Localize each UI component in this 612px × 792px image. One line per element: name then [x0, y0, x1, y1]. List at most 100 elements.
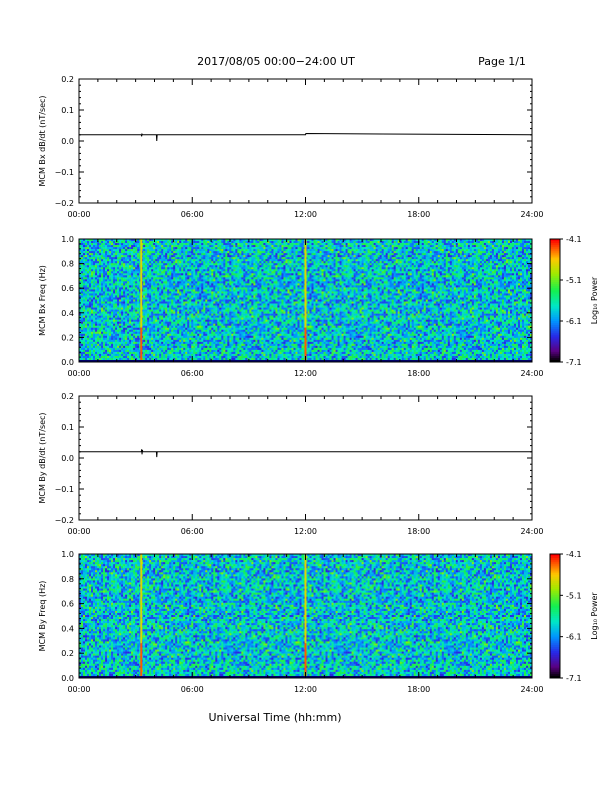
spectrogram-cell: [133, 347, 136, 351]
spectrogram-cell: [231, 297, 234, 300]
spectrogram-cell: [97, 243, 100, 246]
spectrogram-cell: [133, 245, 136, 248]
spectrogram-cell: [229, 287, 232, 290]
spectrogram-cell: [141, 267, 144, 270]
spectrogram-cell: [127, 333, 130, 337]
spectrogram-cell: [149, 331, 152, 335]
spectrogram-cell: [97, 255, 100, 258]
spectrogram-cell: [119, 297, 122, 300]
spectrogram-cell: [87, 243, 90, 246]
spectrogram-cell: [117, 337, 120, 341]
spectrogram-cell: [183, 321, 186, 324]
spectrogram-cell: [111, 273, 114, 276]
spectrogram-cell: [231, 343, 234, 347]
spectrogram-cell: [117, 293, 120, 296]
spectrogram-cell: [141, 313, 144, 316]
spectrogram-cell: [189, 295, 192, 298]
spectrogram-cell: [173, 295, 176, 298]
spectrogram-cell: [221, 287, 224, 290]
spectrogram-cell: [185, 249, 188, 252]
spectrogram-cell: [161, 239, 164, 242]
spectrogram-cell: [139, 241, 142, 244]
spectrogram-cell: [145, 249, 148, 252]
spectrogram-cell: [193, 313, 196, 316]
spectrogram-cell: [155, 303, 158, 306]
spectrogram-cell: [219, 295, 222, 298]
spectrogram-cell: [119, 353, 122, 357]
spectrogram-cell: [89, 345, 92, 349]
spectrogram-cell: [175, 351, 178, 355]
spectrogram-cell: [103, 353, 106, 357]
spectrogram-cell: [161, 325, 164, 329]
spectrogram-cell: [133, 255, 136, 258]
spectrogram-cell: [129, 307, 132, 310]
spectrogram-cell: [227, 293, 230, 296]
spectrogram-cell: [97, 321, 100, 324]
spectrogram-cell: [125, 289, 128, 292]
spectrogram-cell: [159, 323, 162, 327]
spectrogram-cell: [125, 285, 128, 288]
spectrogram-cell: [87, 297, 90, 300]
spectrogram-cell: [157, 311, 160, 314]
spectrogram-cell: [177, 339, 180, 343]
spectrogram-cell: [83, 325, 86, 329]
spectrogram-cell: [169, 353, 172, 357]
spectrogram-cell: [89, 247, 92, 250]
spectrogram-cell: [225, 351, 228, 355]
spectrogram-cell: [129, 331, 132, 335]
spectrogram-cell: [203, 311, 206, 314]
spectrogram-cell: [171, 315, 174, 318]
spectrogram-cell: [215, 247, 218, 250]
spectrogram-cell: [139, 251, 142, 254]
spectrogram-cell: [133, 289, 136, 292]
spectrogram-cell: [207, 253, 210, 256]
spectrogram-cell: [139, 245, 142, 248]
spectrogram-cell: [197, 283, 200, 286]
spectrogram-cell: [119, 291, 122, 294]
spectrogram-cell: [231, 293, 234, 296]
spectrogram-cell: [237, 349, 240, 353]
spectrogram-cell: [177, 319, 180, 322]
spectrogram-cell: [81, 325, 84, 329]
spectrogram-cell: [115, 313, 118, 316]
spectrogram-cell: [181, 315, 184, 318]
spectrogram-cell: [79, 283, 82, 286]
spectrogram-cell: [111, 261, 114, 264]
spectrogram-cell: [189, 331, 192, 335]
spectrogram-cell: [161, 281, 164, 284]
spectrogram-cell: [153, 279, 156, 282]
spectrogram-cell: [145, 267, 148, 270]
spectrogram-cell: [133, 259, 136, 262]
spectrogram-cell: [159, 327, 162, 331]
spectrogram-cell: [139, 273, 142, 276]
spectrogram-cell: [189, 277, 192, 280]
spectrogram-cell: [177, 349, 180, 353]
spectrogram-cell: [173, 347, 176, 351]
spectrogram-cell: [203, 353, 206, 357]
spectrogram-cell: [101, 301, 104, 304]
spectrogram-cell: [183, 319, 186, 322]
spectrogram-cell: [131, 269, 134, 272]
spectrogram-cell: [109, 351, 112, 355]
spectrogram-cell: [83, 317, 86, 320]
spectrogram-cell: [109, 329, 112, 333]
spectrogram-cell: [199, 251, 202, 254]
spectrogram-cell: [213, 253, 216, 256]
spectrogram-cell: [211, 291, 214, 294]
spectrogram-cell: [229, 355, 232, 359]
spectrogram-cell: [93, 243, 96, 246]
spectrogram-cell: [143, 317, 146, 320]
spectrogram-cell: [181, 325, 184, 329]
spectrogram-cell: [103, 315, 106, 318]
spectrogram-cell: [181, 241, 184, 244]
spectrogram-cell: [201, 249, 204, 252]
spectrogram-cell: [225, 269, 228, 272]
spectrogram-cell: [221, 349, 224, 353]
spectrogram-cell: [149, 243, 152, 246]
spectrogram-cell: [113, 299, 116, 302]
spectrogram-cell: [163, 267, 166, 270]
spectrogram-cell: [97, 305, 100, 308]
spectrogram-cell: [131, 325, 134, 329]
spectrogram-cell: [79, 271, 82, 274]
spectrogram-cell: [211, 303, 214, 306]
